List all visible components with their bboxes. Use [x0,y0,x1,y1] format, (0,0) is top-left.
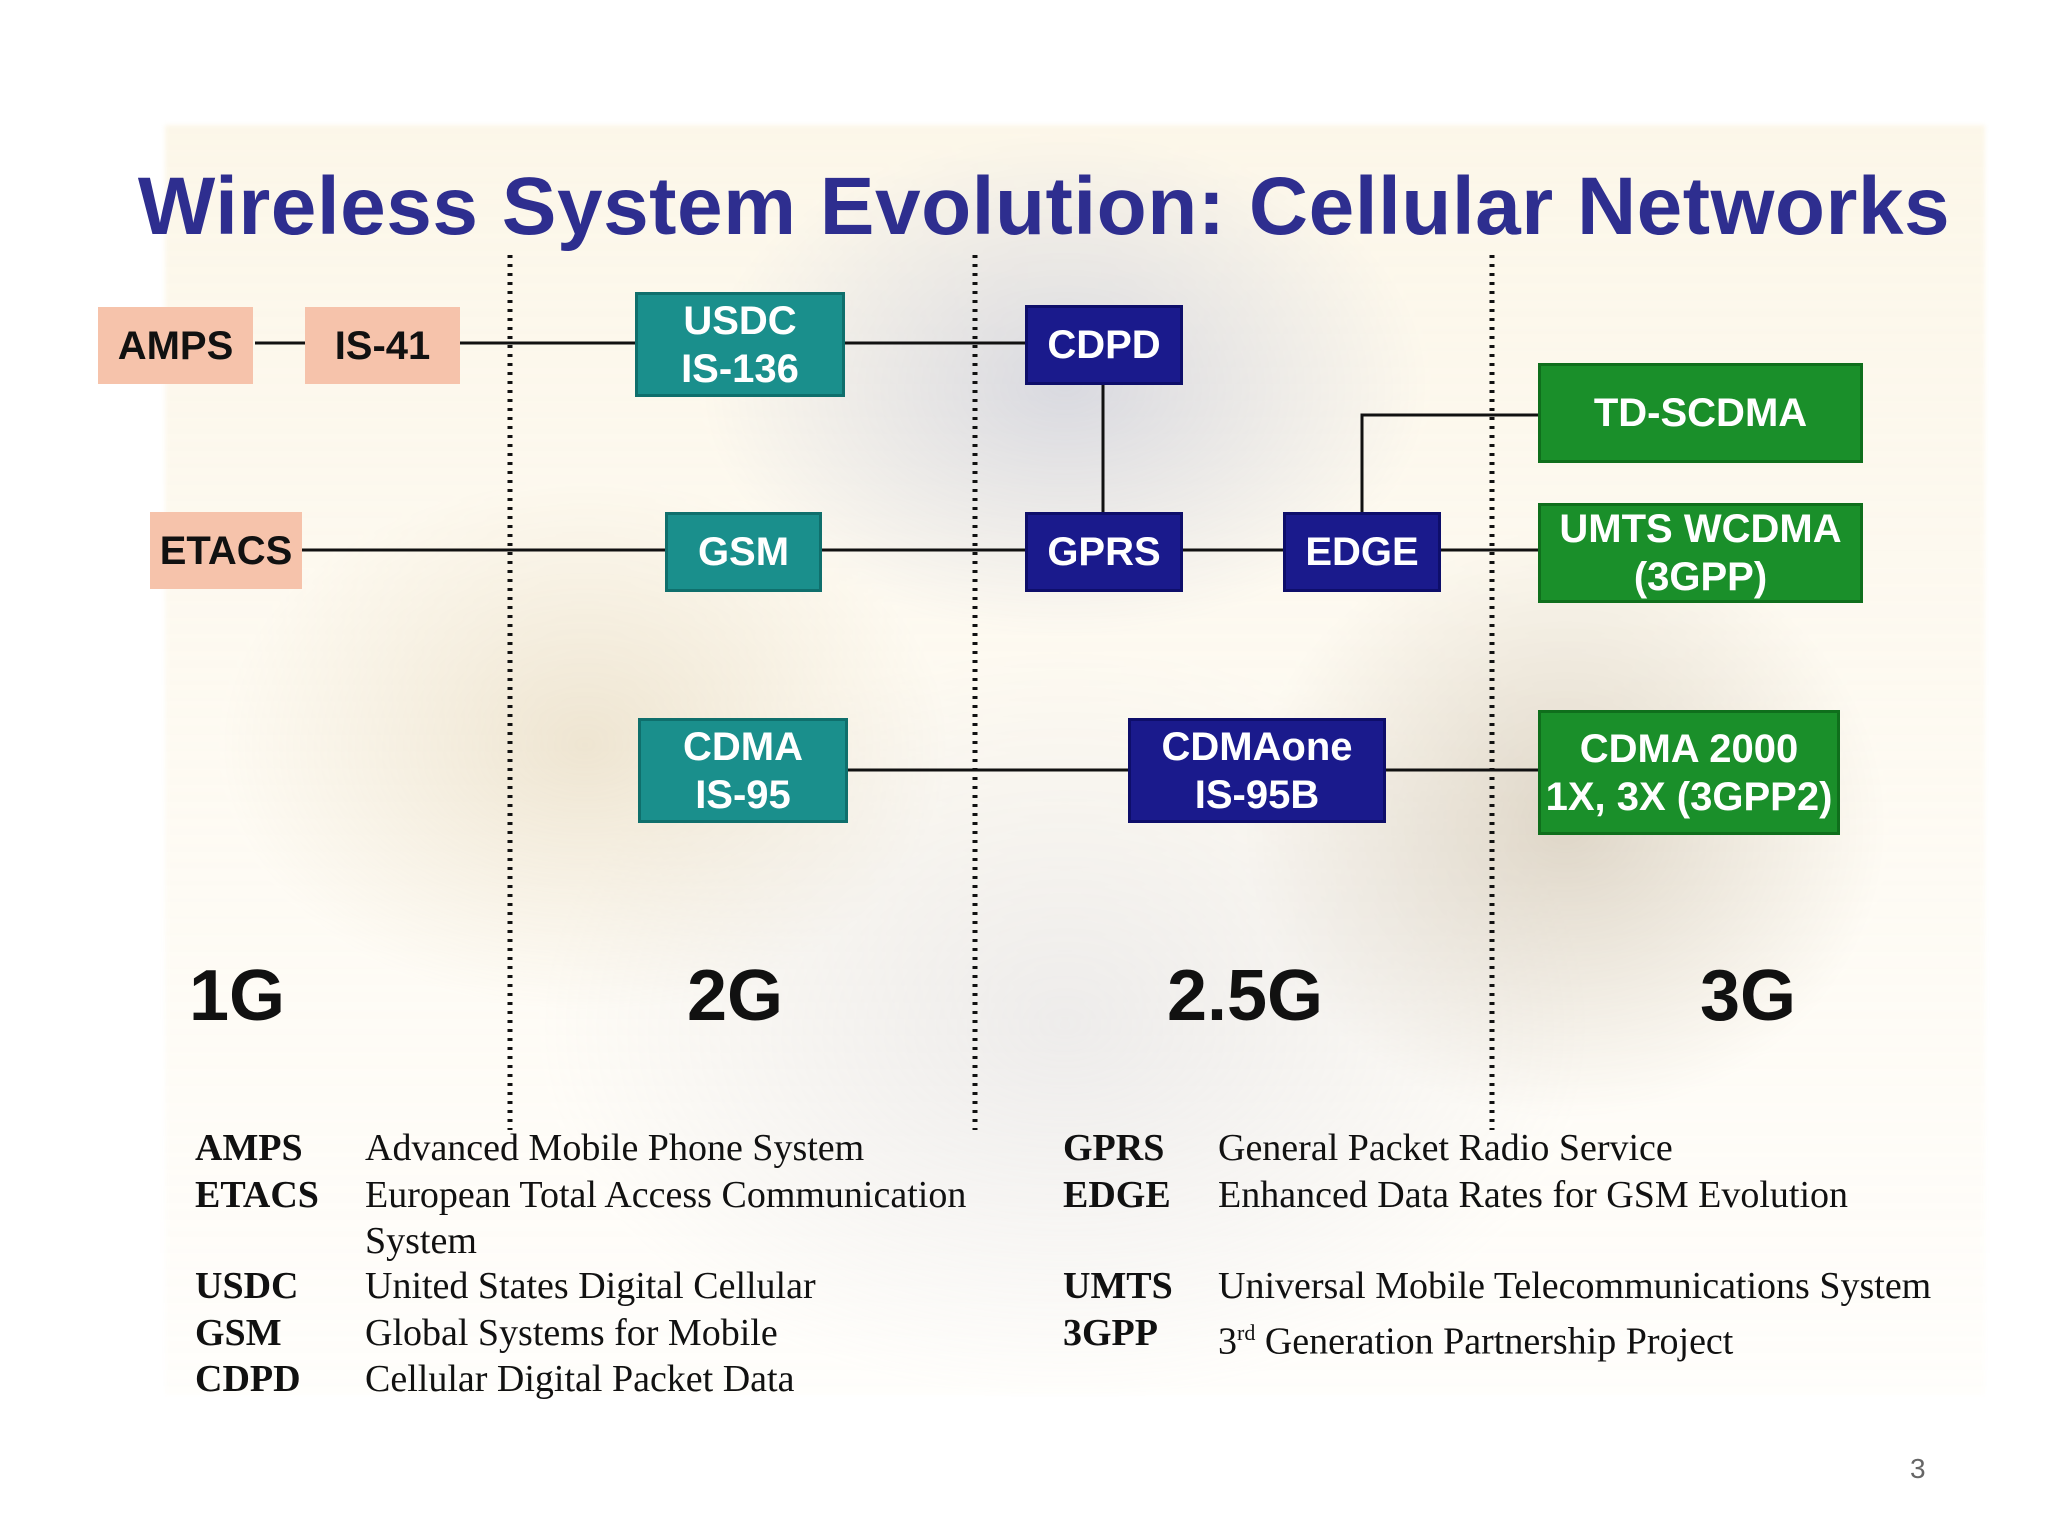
glossary-abbr: ETACS [195,1174,319,1216]
glossary-abbr: USDC [195,1265,299,1307]
glossary-abbr: AMPS [195,1127,303,1169]
glossary-definition-text: Generation Partnership Project [1255,1320,1734,1363]
glossary-abbr: CDPD [195,1358,301,1400]
glossary-definition: 3rd Generation Partnership Project [1218,1310,1733,1365]
node-amps: AMPS [98,307,253,384]
glossary-definition: Enhanced Data Rates for GSM Evolution [1218,1174,1849,1216]
glossary-abbr: EDGE [1063,1174,1171,1216]
node-cdpd: CDPD [1025,305,1183,385]
node-gsm: GSM [665,512,822,592]
glossary-abbr: 3GPP [1063,1312,1158,1354]
glossary-definition: Cellular Digital Packet Data [365,1358,795,1400]
slide-title: Wireless System Evolution: Cellular Netw… [137,161,1951,252]
generation-label-2g: 2G [686,956,784,1036]
glossary-definition: Universal Mobile Telecommunications Syst… [1218,1265,1932,1307]
page-number: 3 [1910,1453,1926,1484]
glossary-definition: United States Digital Cellular [365,1265,816,1307]
glossary-ordinal-suffix: rd [1237,1320,1256,1345]
glossary-definition: Advanced Mobile Phone System [365,1127,865,1169]
glossary-definition: General Packet Radio Service [1218,1127,1673,1169]
glossary-abbr: GPRS [1063,1127,1165,1169]
node-etacs: ETACS [150,512,302,589]
node-is41: IS-41 [305,307,460,384]
node-cdma2000: CDMA 2000 1X, 3X (3GPP2) [1538,710,1840,835]
node-edge: EDGE [1283,512,1441,592]
node-tdscdma: TD-SCDMA [1538,363,1863,463]
node-gprs: GPRS [1025,512,1183,592]
glossary-ordinal: 3 [1218,1320,1237,1363]
glossary-abbr: GSM [195,1312,282,1354]
node-cdma: CDMA IS-95 [638,718,848,823]
generation-label-3g: 3G [1699,956,1797,1036]
glossary-abbr: UMTS [1063,1265,1173,1307]
generation-label-2.5g: 2.5G [1166,956,1324,1036]
generation-label-1g: 1G [188,956,286,1036]
node-usdc: USDC IS-136 [635,292,845,397]
glossary-definition: European Total Access Communication Syst… [365,1174,967,1262]
glossary-definition: Global Systems for Mobile [365,1312,778,1354]
connector-edge-tdscdma [1360,413,1538,512]
node-umts: UMTS WCDMA (3GPP) [1538,503,1863,603]
node-cdmaone: CDMAone IS-95B [1128,718,1386,823]
